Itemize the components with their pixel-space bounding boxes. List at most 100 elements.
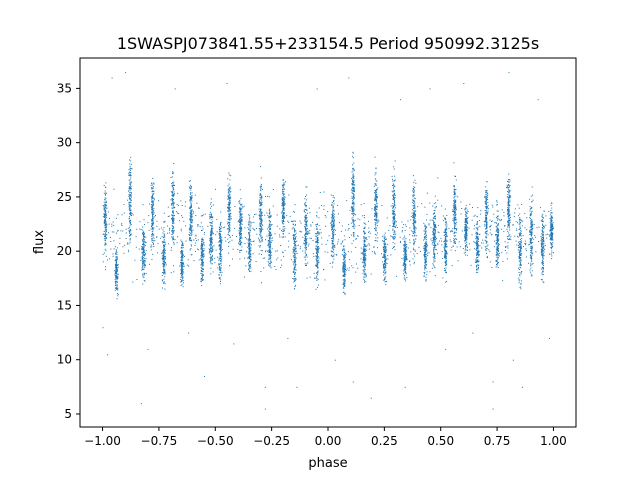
data-point xyxy=(425,258,427,260)
data-point xyxy=(466,222,468,224)
data-point xyxy=(241,216,243,218)
data-point xyxy=(229,236,231,238)
data-point xyxy=(173,181,175,183)
data-point xyxy=(446,250,447,252)
data-point xyxy=(364,249,366,251)
data-point xyxy=(332,211,334,213)
data-point xyxy=(353,180,354,182)
data-point xyxy=(375,183,377,185)
data-point xyxy=(220,239,222,241)
data-point xyxy=(268,235,270,237)
data-point xyxy=(352,198,354,200)
data-point xyxy=(128,186,130,188)
data-point xyxy=(332,205,334,207)
data-point xyxy=(362,252,364,254)
data-point xyxy=(374,195,376,197)
data-point xyxy=(386,238,387,240)
data-point xyxy=(453,201,455,203)
data-point xyxy=(411,231,413,233)
data-point xyxy=(283,208,285,210)
data-point xyxy=(250,239,252,241)
data-point xyxy=(403,269,405,271)
data-point xyxy=(210,224,211,226)
data-point xyxy=(344,256,346,258)
data-point xyxy=(394,233,396,235)
data-point xyxy=(172,214,174,216)
data-point xyxy=(363,231,365,233)
data-point xyxy=(331,254,333,256)
data-point xyxy=(294,243,296,245)
data-point xyxy=(180,261,181,263)
data-point xyxy=(152,205,154,206)
data-point xyxy=(293,276,295,277)
data-point xyxy=(131,192,132,194)
data-point xyxy=(365,237,367,239)
data-point xyxy=(220,281,221,282)
data-point xyxy=(434,232,436,234)
data-point xyxy=(476,252,478,254)
data-point xyxy=(192,212,194,214)
data-point xyxy=(393,247,395,248)
data-point xyxy=(332,256,334,258)
data-point xyxy=(269,232,271,234)
data-point xyxy=(282,220,284,222)
data-point xyxy=(466,221,468,223)
data-point xyxy=(344,272,346,274)
data-point xyxy=(151,222,153,224)
data-point xyxy=(260,211,262,213)
data-point xyxy=(220,267,222,269)
data-point xyxy=(105,198,107,200)
data-point xyxy=(332,231,334,233)
data-point xyxy=(228,218,230,220)
data-point xyxy=(130,214,131,216)
data-point xyxy=(172,219,174,221)
data-point xyxy=(351,192,353,194)
data-point xyxy=(227,207,229,208)
data-point xyxy=(363,264,365,266)
data-point xyxy=(220,253,222,255)
data-point xyxy=(283,223,285,225)
data-point xyxy=(117,284,118,286)
data-point xyxy=(315,235,317,237)
data-point xyxy=(413,249,414,251)
data-point xyxy=(415,220,417,222)
data-point xyxy=(219,283,221,285)
data-point xyxy=(394,197,396,198)
data-point xyxy=(240,241,242,243)
data-point xyxy=(383,265,385,267)
data-point xyxy=(403,260,405,262)
data-point xyxy=(162,261,164,263)
data-point xyxy=(315,247,317,249)
data-point xyxy=(238,243,240,245)
data-point xyxy=(412,191,414,193)
data-point xyxy=(142,246,144,247)
data-point xyxy=(183,264,185,266)
data-point xyxy=(392,210,394,211)
data-point xyxy=(343,245,345,247)
data-point xyxy=(315,236,317,238)
data-point xyxy=(444,243,446,245)
data-point xyxy=(374,209,376,211)
data-point xyxy=(190,248,192,249)
data-point xyxy=(200,279,202,281)
data-point xyxy=(241,246,243,248)
data-point xyxy=(180,281,182,282)
data-point xyxy=(464,240,465,242)
data-point xyxy=(141,267,143,269)
data-point xyxy=(365,281,367,283)
data-point xyxy=(464,236,466,238)
data-point xyxy=(143,268,145,270)
data-point xyxy=(315,248,317,250)
data-point xyxy=(375,191,377,193)
data-point xyxy=(353,197,355,199)
data-point xyxy=(375,191,377,192)
data-point xyxy=(454,239,456,240)
data-point xyxy=(353,187,355,189)
data-point xyxy=(476,260,477,262)
data-point xyxy=(240,233,242,235)
data-point xyxy=(413,204,415,206)
data-point xyxy=(316,223,318,225)
data-point xyxy=(424,253,426,255)
data-point xyxy=(210,233,212,235)
data-point xyxy=(228,227,230,229)
